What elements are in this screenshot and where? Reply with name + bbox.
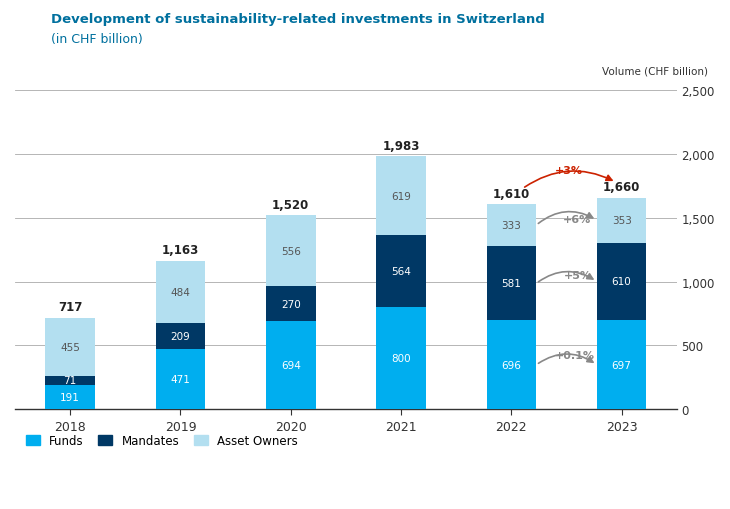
Text: 455: 455 (60, 342, 80, 352)
Bar (376, 236, 426, 307)
Bar (155, 323, 205, 350)
Text: 1,520: 1,520 (272, 199, 310, 212)
Text: Development of sustainability-related investments in Switzerland: Development of sustainability-related in… (51, 13, 545, 25)
Bar (155, 350, 205, 409)
Text: (in CHF billion): (in CHF billion) (51, 33, 143, 46)
Text: 694: 694 (281, 360, 301, 370)
Text: +3%: +3% (556, 166, 583, 176)
Text: 696: 696 (502, 360, 521, 370)
Bar (45, 318, 95, 376)
Text: 333: 333 (502, 221, 521, 231)
Text: 1,660: 1,660 (603, 181, 640, 194)
Bar (45, 385, 95, 409)
Text: 619: 619 (391, 191, 411, 202)
Text: 71: 71 (64, 376, 77, 386)
Text: 610: 610 (612, 277, 631, 287)
Text: 1,983: 1,983 (383, 139, 420, 153)
Bar (486, 247, 536, 321)
Text: 471: 471 (171, 375, 191, 384)
Bar (266, 216, 315, 287)
Text: 564: 564 (391, 267, 411, 277)
Bar (266, 287, 315, 321)
Bar (45, 376, 95, 385)
Text: 1,163: 1,163 (162, 244, 199, 257)
Text: 1,610: 1,610 (493, 187, 530, 200)
Text: 717: 717 (58, 301, 82, 314)
Text: Volume (CHF billion): Volume (CHF billion) (602, 66, 708, 76)
Text: 581: 581 (502, 279, 521, 289)
Bar (486, 321, 536, 409)
Text: 353: 353 (612, 216, 631, 225)
Text: +5%: +5% (564, 270, 591, 280)
Text: 697: 697 (612, 360, 631, 370)
Bar (597, 198, 647, 243)
Bar (155, 261, 205, 323)
Text: 484: 484 (171, 287, 191, 297)
Text: 209: 209 (171, 331, 191, 341)
Text: +0.1%: +0.1% (556, 350, 595, 360)
Text: 800: 800 (391, 354, 411, 363)
Text: 270: 270 (281, 299, 301, 309)
Legend: Funds, Mandates, Asset Owners: Funds, Mandates, Asset Owners (21, 429, 303, 451)
Bar (376, 157, 426, 236)
Bar (597, 321, 647, 409)
Bar (376, 307, 426, 409)
Text: 556: 556 (281, 246, 301, 257)
Text: 191: 191 (60, 392, 80, 402)
Bar (486, 205, 536, 247)
Bar (597, 243, 647, 321)
Bar (266, 321, 315, 409)
Text: +6%: +6% (564, 214, 591, 224)
